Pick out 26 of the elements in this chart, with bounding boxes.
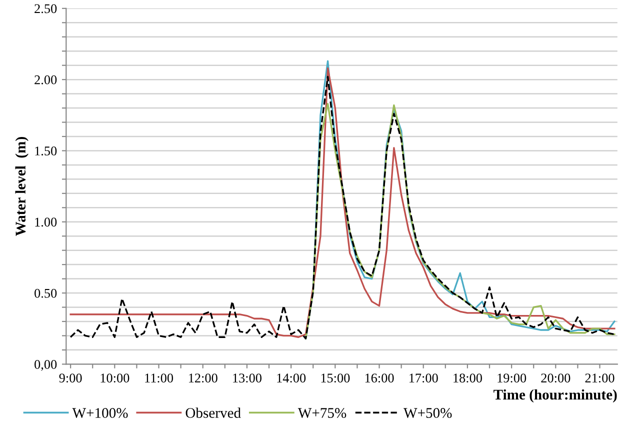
x-tick-label: 15:00 bbox=[321, 374, 350, 383]
x-tick-label: 19:00 bbox=[498, 374, 526, 383]
x-tick-label: 14:00 bbox=[277, 374, 306, 383]
x-tick-label: 9:00 bbox=[59, 374, 82, 383]
x-tick-label: 20:00 bbox=[541, 374, 570, 383]
x-tick-label: 13:00 bbox=[233, 374, 262, 383]
y-tick-label: 0.50 bbox=[34, 288, 57, 298]
legend-label: Observed bbox=[186, 408, 241, 418]
y-tick-label: 2.00 bbox=[34, 75, 57, 84]
x-tick-label: 18:00 bbox=[454, 374, 482, 383]
x-tick-label: 16:00 bbox=[365, 374, 394, 383]
y-tick-label: 1.00 bbox=[35, 218, 57, 227]
y-axis-title: Water level (m) bbox=[15, 137, 28, 236]
x-tick-label: 12:00 bbox=[188, 374, 218, 383]
x-tick-label: 11:00 bbox=[145, 374, 174, 383]
y-tick-label: 1.50 bbox=[35, 146, 57, 156]
line-series bbox=[304, 102, 616, 340]
x-axis-title: Time (hour:minute) bbox=[494, 389, 617, 403]
x-tick-label: 17:00 bbox=[409, 374, 438, 383]
legend-label: W+50% bbox=[404, 408, 452, 418]
x-tick-label: 21:00 bbox=[585, 374, 614, 383]
y-tick-label: 0,00 bbox=[34, 360, 57, 371]
legend-label: W+100% bbox=[72, 408, 128, 418]
x-tick-label: 10:00 bbox=[100, 374, 130, 383]
legend-label: W+75% bbox=[298, 408, 346, 418]
y-tick-label: 2.50 bbox=[34, 4, 57, 14]
